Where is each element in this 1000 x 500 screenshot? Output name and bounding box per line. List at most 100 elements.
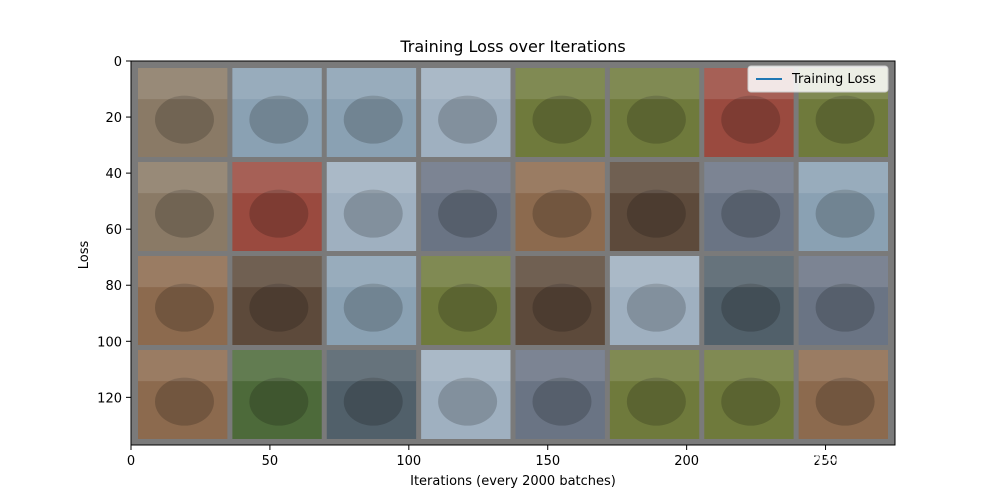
image-tile-frog [609, 68, 700, 157]
legend: Training Loss [747, 65, 889, 93]
tile-fill [326, 162, 417, 251]
tile-subject-shape [721, 377, 781, 426]
y-tick-label: 0 [114, 55, 122, 70]
tile-highlight [421, 68, 511, 100]
y-tick-label: 40 [105, 167, 122, 182]
tile-subject-shape [154, 283, 214, 332]
tile-fill [232, 68, 322, 157]
tile-fill [515, 256, 605, 345]
tile-highlight [138, 350, 228, 382]
tile-subject-shape [249, 377, 309, 426]
image-tile-truck [421, 162, 511, 251]
image-tile-horse [609, 162, 700, 251]
tile-subject-shape [815, 189, 875, 238]
legend-label: Training Loss [791, 72, 876, 87]
tile-highlight [232, 350, 322, 382]
image-tile-truck [515, 350, 605, 439]
image-tile-cat [138, 162, 228, 251]
tile-fill [232, 162, 322, 251]
legend-box [747, 65, 889, 93]
x-tick-label: 250 [813, 454, 838, 469]
tile-fill [515, 68, 605, 157]
image-tile-truck [704, 162, 794, 251]
tile-subject-shape [438, 283, 498, 332]
tile-fill [515, 162, 605, 251]
tile-fill [138, 68, 228, 157]
x-tick-label: 100 [396, 454, 421, 469]
tile-fill [326, 68, 417, 157]
tile-fill [138, 162, 228, 251]
image-tile-ship [326, 68, 417, 157]
tile-subject-shape [721, 283, 781, 332]
image-tile-horse [232, 256, 322, 345]
image-tile-bird [232, 350, 322, 439]
image-tile-dog [138, 350, 228, 439]
tile-fill [138, 350, 228, 439]
tile-highlight [798, 350, 888, 382]
tile-subject-shape [438, 377, 498, 426]
image-tile-ship [798, 162, 888, 251]
image-tile-frog [515, 68, 605, 157]
image-tile-horse [515, 256, 605, 345]
tile-subject-shape [438, 95, 498, 144]
image-tile-ship [232, 68, 322, 157]
image-tile-airplane [609, 256, 700, 345]
tile-fill [421, 256, 511, 345]
tile-subject-shape [249, 95, 309, 144]
tile-fill [232, 256, 322, 345]
y-axis: 0 20 40 60 80 100 120 [97, 55, 131, 406]
tile-fill [421, 350, 511, 439]
tile-subject-shape [532, 189, 592, 238]
tile-subject-shape [721, 189, 781, 238]
y-tick-label: 120 [97, 391, 122, 406]
y-tick-label: 60 [105, 223, 122, 238]
x-tick-label: 0 [127, 454, 135, 469]
y-tick-label: 100 [97, 335, 122, 350]
tile-highlight [232, 68, 322, 100]
image-tile-dog [515, 162, 605, 251]
tile-fill [798, 162, 888, 251]
tile-highlight [609, 350, 700, 382]
tile-fill [326, 256, 417, 345]
tile-subject-shape [343, 95, 403, 144]
tile-highlight [232, 256, 322, 288]
image-tile-airplane [421, 350, 511, 439]
tile-subject-shape [343, 377, 403, 426]
tile-fill [798, 350, 888, 439]
image-grid [131, 61, 895, 445]
tile-highlight [138, 256, 228, 288]
tile-fill [515, 350, 605, 439]
image-tile-airplane [421, 68, 511, 157]
tile-fill [138, 256, 228, 345]
tile-subject-shape [249, 283, 309, 332]
tile-highlight [704, 350, 794, 382]
tile-subject-shape [532, 377, 592, 426]
image-tile-cat [138, 68, 228, 157]
tile-subject-shape [154, 95, 214, 144]
tile-highlight [421, 256, 511, 288]
tile-subject-shape [532, 95, 592, 144]
x-tick-label: 200 [674, 454, 699, 469]
image-tile-truck [798, 256, 888, 345]
tile-highlight [704, 162, 794, 194]
y-tick-label: 20 [105, 111, 122, 126]
tile-highlight [421, 162, 511, 194]
tile-highlight [326, 350, 417, 382]
tile-fill [421, 68, 511, 157]
tile-highlight [798, 256, 888, 288]
tile-fill [704, 256, 794, 345]
tile-highlight [515, 350, 605, 382]
axes-frame [130, 60, 896, 446]
tile-highlight [326, 68, 417, 100]
y-tick-label: 80 [105, 279, 122, 294]
tile-highlight [326, 162, 417, 194]
tile-highlight [138, 162, 228, 194]
tile-subject-shape [532, 283, 592, 332]
tile-subject-shape [626, 189, 686, 238]
image-tile-frog [704, 350, 794, 439]
image-tile-automobile [232, 162, 322, 251]
tile-highlight [326, 256, 417, 288]
image-tile-dog [798, 350, 888, 439]
tile-fill [609, 68, 700, 157]
